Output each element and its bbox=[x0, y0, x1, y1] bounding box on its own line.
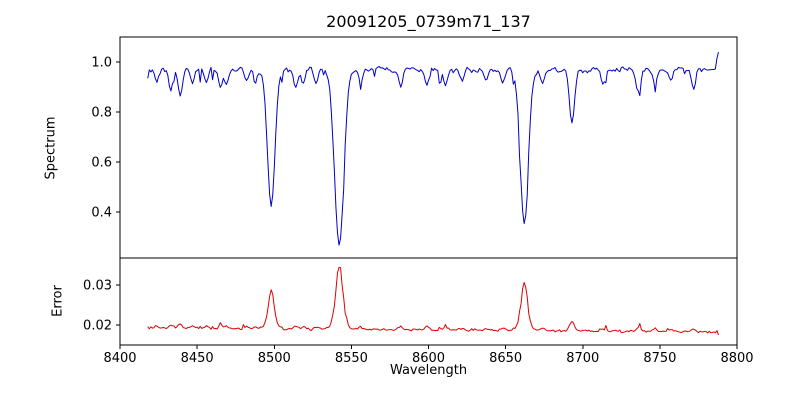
x-tick-label: 8800 bbox=[720, 351, 753, 366]
y-tick-label: 0.4 bbox=[91, 206, 112, 221]
x-tick-label: 8700 bbox=[566, 351, 599, 366]
x-tick-label: 8450 bbox=[181, 351, 214, 366]
error-line bbox=[147, 266, 719, 336]
wavelength-axis-label: Wavelength bbox=[389, 363, 468, 378]
y-tick-label: 0.8 bbox=[91, 106, 112, 121]
x-tick-label: 8500 bbox=[258, 351, 291, 366]
x-tick-label: 8550 bbox=[335, 351, 368, 366]
y-tick-label: 0.03 bbox=[83, 279, 112, 294]
x-tick-label: 8600 bbox=[412, 351, 445, 366]
panel-frame-error bbox=[119, 257, 738, 346]
x-tick-label: 8650 bbox=[489, 351, 522, 366]
y-tick-label: 0.6 bbox=[91, 156, 112, 171]
y-tick-label: 0.02 bbox=[83, 319, 112, 334]
x-tick-label: 8400 bbox=[103, 351, 136, 366]
chart-title: 20091205_0739m71_137 bbox=[326, 12, 531, 31]
x-tick-label: 8750 bbox=[643, 351, 676, 366]
y-tick-label: 1.0 bbox=[91, 56, 112, 71]
spectrum-line bbox=[147, 51, 719, 246]
